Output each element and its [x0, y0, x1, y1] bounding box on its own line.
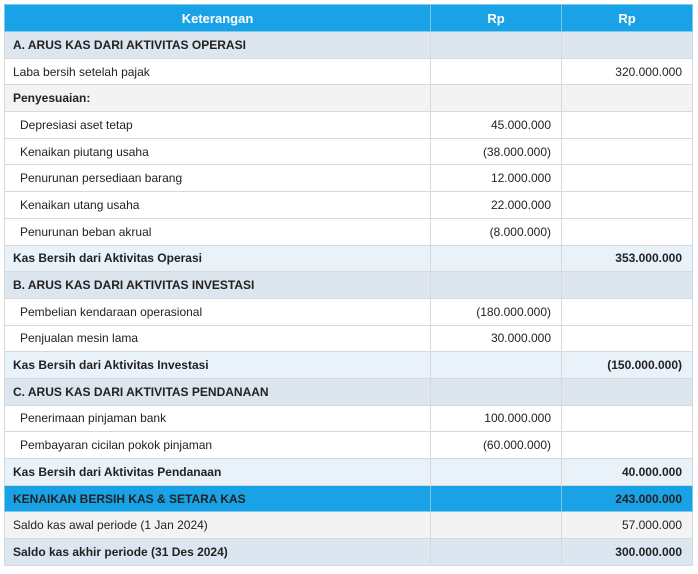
header-cell: Rp — [561, 4, 693, 32]
row-label: Laba bersih setelah pajak — [4, 57, 431, 86]
table-row: Penjualan mesin lama 30.000.000 — [4, 324, 693, 353]
table-row: Kas Bersih dari Aktivitas Operasi 353.000… — [4, 244, 693, 273]
row-label: Penerimaan pinjaman bank — [4, 404, 431, 433]
amount-cell: 22.000.000 — [430, 191, 562, 219]
amount-cell: (8.000.000) — [430, 217, 562, 246]
amount-cell — [430, 351, 562, 379]
amount-cell — [561, 324, 693, 353]
table-row: Pembayaran cicilan pokok pinjaman (60.000… — [4, 431, 693, 459]
table-row: Kenaikan piutang usaha (38.000.000) — [4, 137, 693, 166]
amount-cell — [561, 404, 693, 433]
row-label: A. ARUS KAS DARI AKTIVITAS OPERASI — [4, 31, 431, 59]
amount-cell: 12.000.000 — [430, 164, 562, 193]
table-row: A. ARUS KAS DARI AKTIVITAS OPERASI — [4, 31, 693, 59]
row-label: B. ARUS KAS DARI AKTIVITAS INVESTASI — [4, 271, 431, 299]
row-label: Saldo kas akhir periode (31 Des 2024) — [4, 538, 431, 566]
amount-cell — [430, 244, 562, 273]
amount-cell — [430, 84, 562, 113]
row-label: Penjualan mesin lama — [4, 324, 431, 353]
header-row: Keterangan Rp Rp — [4, 4, 693, 32]
table-row: Penurunan persediaan barang 12.000.000 — [4, 164, 693, 193]
amount-cell: 100.000.000 — [430, 404, 562, 433]
table-row: Penyesuaian: — [4, 84, 693, 113]
row-label: Kenaikan piutang usaha — [4, 137, 431, 166]
header-cell: Keterangan — [4, 4, 431, 32]
amount-cell: 300.000.000 — [561, 538, 693, 566]
amount-cell: (180.000.000) — [430, 297, 562, 326]
amount-cell — [561, 111, 693, 139]
table-body: A. ARUS KAS DARI AKTIVITAS OPERASI Laba b… — [4, 31, 693, 566]
amount-cell — [430, 484, 562, 513]
amount-cell — [430, 511, 562, 540]
amount-cell — [430, 57, 562, 86]
row-label: KENAIKAN BERSIH KAS & SETARA KAS — [4, 484, 431, 513]
table-header: Keterangan Rp Rp — [4, 4, 693, 32]
amount-cell — [430, 377, 562, 406]
header-cell: Rp — [430, 4, 562, 32]
table-row: Kas Bersih dari Aktivitas Pendanaan 40.00… — [4, 458, 693, 486]
amount-cell — [430, 538, 562, 566]
amount-cell: 40.000.000 — [561, 458, 693, 486]
row-label: Pembayaran cicilan pokok pinjaman — [4, 431, 431, 459]
table-row: Penurunan beban akrual (8.000.000) — [4, 217, 693, 246]
table-row: Kenaikan utang usaha 22.000.000 — [4, 191, 693, 219]
table-row: Kas Bersih dari Aktivitas Investasi (150.… — [4, 351, 693, 379]
row-label: Depresiasi aset tetap — [4, 111, 431, 139]
amount-cell — [561, 191, 693, 219]
amount-cell: (60.000.000) — [430, 431, 562, 459]
row-label: Kas Bersih dari Aktivitas Pendanaan — [4, 458, 431, 486]
table-row: KENAIKAN BERSIH KAS & SETARA KAS 243.000.… — [4, 484, 693, 513]
row-label: C. ARUS KAS DARI AKTIVITAS PENDANAAN — [4, 377, 431, 406]
amount-cell — [561, 431, 693, 459]
amount-cell: (150.000.000) — [561, 351, 693, 379]
amount-cell — [561, 271, 693, 299]
amount-cell: 243.000.000 — [561, 484, 693, 513]
amount-cell — [561, 297, 693, 326]
amount-cell: 57.000.000 — [561, 511, 693, 540]
table-row: Penerimaan pinjaman bank 100.000.000 — [4, 404, 693, 433]
amount-cell — [430, 271, 562, 299]
table-row: B. ARUS KAS DARI AKTIVITAS INVESTASI — [4, 271, 693, 299]
amount-cell — [561, 84, 693, 113]
row-label: Kas Bersih dari Aktivitas Operasi — [4, 244, 431, 273]
row-label: Penurunan persediaan barang — [4, 164, 431, 193]
amount-cell: 353.000.000 — [561, 244, 693, 273]
cash-flow-table: Keterangan Rp Rp A. ARUS KAS DARI AKTIVI… — [4, 4, 693, 566]
amount-cell: 320.000.000 — [561, 57, 693, 86]
amount-cell — [430, 458, 562, 486]
row-label: Pembelian kendaraan operasional — [4, 297, 431, 326]
table-row: Laba bersih setelah pajak 320.000.000 — [4, 57, 693, 86]
amount-cell — [561, 137, 693, 166]
amount-cell — [561, 164, 693, 193]
amount-cell — [561, 217, 693, 246]
table-row: Saldo kas awal periode (1 Jan 2024) 57.00… — [4, 511, 693, 540]
amount-cell: 45.000.000 — [430, 111, 562, 139]
amount-cell: 30.000.000 — [430, 324, 562, 353]
table-row: C. ARUS KAS DARI AKTIVITAS PENDANAAN — [4, 377, 693, 406]
row-label: Saldo kas awal periode (1 Jan 2024) — [4, 511, 431, 540]
row-label: Penurunan beban akrual — [4, 217, 431, 246]
row-label: Kas Bersih dari Aktivitas Investasi — [4, 351, 431, 379]
amount-cell — [561, 31, 693, 59]
table-row: Depresiasi aset tetap 45.000.000 — [4, 111, 693, 139]
row-label: Kenaikan utang usaha — [4, 191, 431, 219]
table-row: Saldo kas akhir periode (31 Des 2024) 300… — [4, 538, 693, 566]
amount-cell — [430, 31, 562, 59]
amount-cell — [561, 377, 693, 406]
table-row: Pembelian kendaraan operasional (180.000.… — [4, 297, 693, 326]
amount-cell: (38.000.000) — [430, 137, 562, 166]
row-label: Penyesuaian: — [4, 84, 431, 113]
